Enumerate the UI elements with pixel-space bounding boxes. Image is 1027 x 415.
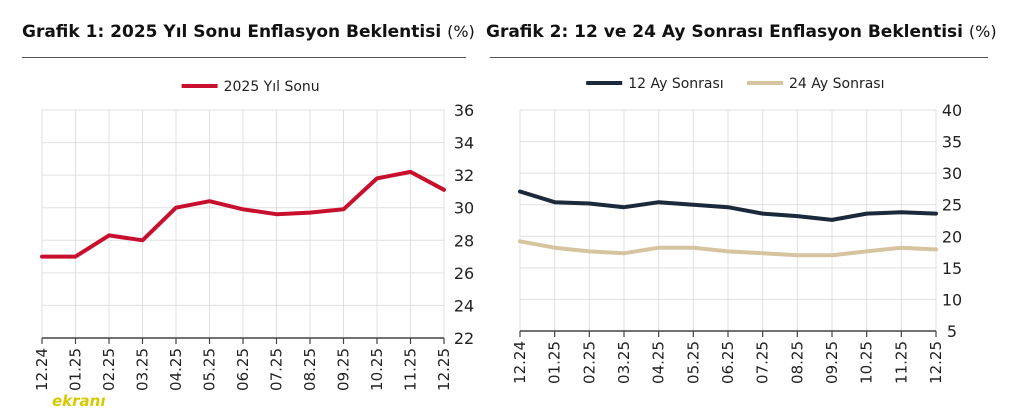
chart1-plot: 22 24 26 28 30 32 34 36 12.24 01.25 02.25 03.25 04.2…	[33, 79, 474, 391]
chart2-legend: 12 Ay Sonrası 24 Ay Sonrası	[586, 76, 884, 92]
chart1-x-tick-label: 11.25	[402, 348, 420, 391]
chart2-x-tick-label: 03.25	[615, 341, 633, 384]
chart2-series-2-point	[587, 249, 591, 253]
chart1-series-1-point	[40, 255, 44, 259]
chart1-series-1-point	[342, 207, 345, 211]
chart1-series-1-point	[241, 207, 245, 211]
chart1-series-1-point	[208, 199, 211, 203]
chart1-legend: 2025 Yıl Sonu	[181, 79, 320, 95]
chart1-x-tick-label: 10.25	[368, 348, 386, 391]
chart2-x-tick-label: 11.25	[892, 341, 910, 384]
chart2-x-tick-label: 01.25	[546, 341, 564, 384]
chart1-series-1-point	[409, 170, 412, 174]
chart2-series-2-point	[934, 248, 938, 252]
chart2-x-tick-label: 05.25	[684, 341, 702, 384]
chart2-y-tick-label: 35	[942, 133, 962, 152]
chart2-series-2-point	[518, 239, 522, 243]
chart2-y-tick-label: 20	[942, 227, 962, 246]
chart2-y-tick-label: 40	[942, 101, 962, 120]
chart2-series-1-point	[691, 203, 695, 207]
chart2-y-tick-label: 15	[942, 259, 962, 278]
chart2-y-tick-label: 25	[942, 196, 962, 215]
chart2-plot: 5 10 15 20 25 30 35 40 12.24 01.25 02.25 03.25 04.25…	[511, 76, 962, 384]
chart2-y-tick-label: 10	[942, 290, 962, 309]
chart1-y-tick-label: 24	[454, 296, 474, 315]
chart2-series-1-point	[795, 214, 799, 218]
chart1-x-tick-label: 04.25	[167, 348, 185, 391]
chart1-x-tick-label: 09.25	[335, 348, 353, 391]
chart1-x-tick-label: 12.24	[33, 348, 51, 391]
chart1-series-1-point	[442, 188, 446, 192]
chart2-y-tick-label: 30	[942, 164, 962, 183]
chart2-title-text: Grafik 2: 12 ve 24 Ay Sonrası Enflasyon …	[486, 22, 963, 42]
chart2-series-1-point	[587, 201, 591, 205]
chart2-series-1-point	[830, 218, 834, 222]
chart1-y-tick-label: 34	[454, 134, 474, 153]
chart1-y-tick-label: 22	[454, 329, 474, 348]
chart1-y-tick-label: 32	[454, 166, 474, 185]
chart2-x-tick-label: 12.25	[927, 341, 945, 384]
chart2-x-tick-label: 09.25	[823, 341, 841, 384]
chart2-x-tick-label: 10.25	[858, 341, 876, 384]
chart2-series-1-point	[518, 189, 522, 193]
chart1-title-text: Grafik 1: 2025 Yıl Sonu Enflasyon Beklen…	[22, 22, 442, 42]
chart1-title-unit: (%)	[447, 22, 475, 41]
chart1-series-1-point	[141, 238, 144, 242]
chart1-title-rule	[22, 57, 466, 58]
chart1-x-tick-label: 03.25	[134, 348, 152, 391]
chart2-x-tick-label: 06.25	[719, 341, 737, 384]
chart1-x-tick-label: 05.25	[201, 348, 219, 391]
chart1-x-tick-label: 12.25	[435, 348, 453, 391]
chart1-title: Grafik 1: 2025 Yıl Sonu Enflasyon Beklen…	[22, 22, 475, 42]
chart1-y-tick-label: 36	[454, 101, 474, 120]
chart2-series-2-point	[865, 249, 869, 253]
chart2-legend-label-1: 12 Ay Sonrası	[628, 76, 723, 92]
chart2-x-tick-label: 04.25	[650, 341, 668, 384]
chart1-series-1-point	[74, 255, 77, 259]
chart2-title: Grafik 2: 12 ve 24 Ay Sonrası Enflasyon …	[486, 22, 997, 42]
chart1-y-tick-label: 26	[454, 264, 474, 283]
chart1-y-tick-label: 30	[454, 199, 474, 218]
chart2-series-2-point	[691, 246, 695, 250]
chart2-series-2-point	[726, 249, 730, 253]
chart1-x-tick-label: 02.25	[100, 348, 118, 391]
chart2-y-tick-label: 5	[947, 322, 957, 341]
chart2-title-unit: (%)	[968, 22, 997, 41]
chart2-series-2-point	[761, 251, 765, 255]
chart2-series-2-point	[553, 246, 557, 250]
chart2-x-tick-label: 12.24	[511, 341, 529, 384]
chart1-series-1-point	[107, 233, 111, 237]
chart2-series-1-point	[657, 200, 661, 204]
chart2-series-2-point	[795, 253, 799, 257]
chart2-series-2-point	[622, 251, 626, 255]
chart2-series-2-point	[657, 246, 661, 250]
chart2-series-1-point	[726, 205, 730, 209]
chart1-series-1-point	[275, 212, 278, 216]
chart2-series-1-point	[865, 212, 869, 216]
chart1-series-1-point	[375, 176, 379, 180]
chart1-x-tick-label: 07.25	[268, 348, 286, 391]
chart2-series-1-point	[553, 200, 557, 204]
chart2-series-1-point	[899, 210, 903, 214]
chart1-legend-label-1: 2025 Yıl Sonu	[224, 79, 320, 95]
chart2-series-1-point	[622, 205, 626, 209]
chart1-x-tick-label: 01.25	[67, 348, 85, 391]
chart2-x-tick-label: 07.25	[754, 341, 772, 384]
chart1-series-1-point	[308, 211, 312, 215]
chart1-x-tick-label: 08.25	[301, 348, 319, 391]
chart1-x-tick-label: 06.25	[234, 348, 252, 391]
chart2-series-1-point	[934, 212, 938, 216]
chart2-legend-label-2: 24 Ay Sonrası	[789, 76, 884, 92]
chart1-series-1-point	[174, 206, 178, 210]
chart2-title-rule	[490, 57, 988, 58]
chart2-x-tick-label: 08.25	[788, 341, 806, 384]
chart2-series-2-point	[899, 246, 903, 250]
chart2-series-1-point	[761, 212, 765, 216]
chart1-y-tick-label: 28	[454, 231, 474, 250]
chart2-x-tick-label: 02.25	[580, 341, 598, 384]
chart2-series-2-point	[830, 253, 834, 257]
watermark-logo: ekranı	[52, 392, 106, 410]
